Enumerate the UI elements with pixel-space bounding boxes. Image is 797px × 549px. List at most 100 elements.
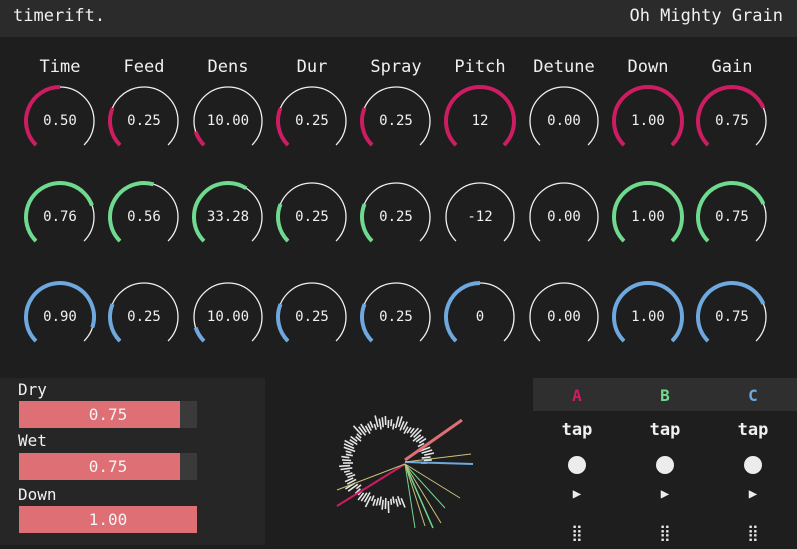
knob-value: 33.28 <box>191 180 265 254</box>
knob-c-gain[interactable]: 0.75 <box>695 280 769 354</box>
param-label-pitch: Pitch <box>438 57 522 77</box>
knob-value: 0.75 <box>695 280 769 354</box>
knob-c-dens[interactable]: 10.00 <box>191 280 265 354</box>
param-label-spray: Spray <box>354 57 438 77</box>
grain-ring-tick <box>344 471 350 472</box>
app-header: timerift. Oh Mighty Grain <box>0 0 797 37</box>
grain-ray <box>405 464 433 528</box>
knob-a-feed[interactable]: 0.25 <box>107 84 181 158</box>
param-label-detune: Detune <box>522 57 606 77</box>
grain-visualizer <box>265 378 533 545</box>
tap-button[interactable]: tap <box>709 420 797 440</box>
grain-ring-tick <box>379 419 381 430</box>
grain-ring-tick <box>382 417 383 427</box>
knob-value: 1.00 <box>611 180 685 254</box>
knob-value: 0.00 <box>527 280 601 354</box>
knob-c-time[interactable]: 0.90 <box>23 280 97 354</box>
knob-c-spray[interactable]: 0.25 <box>359 280 433 354</box>
grain-ring-tick <box>346 473 353 475</box>
tap-button[interactable]: tap <box>533 420 621 440</box>
tap-button[interactable]: tap <box>621 420 709 440</box>
knob-c-feed[interactable]: 0.25 <box>107 280 181 354</box>
knob-value: 0.25 <box>275 180 349 254</box>
grain-ring-tick <box>382 500 383 510</box>
tap-voice-label: C <box>709 386 797 405</box>
record-dot-button[interactable] <box>568 456 586 474</box>
knob-a-spray[interactable]: 0.25 <box>359 84 433 158</box>
drag-handle-icon[interactable]: ⣿ <box>533 523 621 542</box>
slider-value: 0.75 <box>19 401 197 428</box>
grain-ray <box>405 464 441 523</box>
knob-value: 1.00 <box>611 280 685 354</box>
tap-voice-label: A <box>533 386 621 405</box>
grain-ring-tick <box>372 496 374 502</box>
grain-ring-tick <box>342 460 351 461</box>
knob-a-time[interactable]: 0.50 <box>23 84 97 158</box>
grain-ring-tick <box>401 498 405 507</box>
knob-a-down[interactable]: 1.00 <box>611 84 685 158</box>
knob-a-detune[interactable]: 0.00 <box>527 84 601 158</box>
knob-b-dens[interactable]: 33.28 <box>191 180 265 254</box>
grain-ring-tick <box>374 424 376 430</box>
knob-a-pitch[interactable]: 12 <box>443 84 517 158</box>
knob-b-gain[interactable]: 0.75 <box>695 180 769 254</box>
grain-ring-tick <box>393 497 394 504</box>
drag-handle-icon[interactable]: ⣿ <box>621 523 709 542</box>
play-button[interactable]: ▶ <box>621 486 709 502</box>
grain-ring-tick <box>414 430 422 438</box>
knob-value: 0.75 <box>695 84 769 158</box>
grain-ring-tick <box>346 454 353 455</box>
grain-ray <box>405 462 473 464</box>
record-dot-button[interactable] <box>744 456 762 474</box>
knob-value: 0.90 <box>23 280 97 354</box>
param-label-gain: Gain <box>690 57 774 77</box>
knob-a-dens[interactable]: 10.00 <box>191 84 265 158</box>
knob-b-detune[interactable]: 0.00 <box>527 180 601 254</box>
mix-slider-dry[interactable]: 0.75 <box>19 401 197 428</box>
param-label-dens: Dens <box>186 57 270 77</box>
knob-b-dur[interactable]: 0.25 <box>275 180 349 254</box>
grain-ring-tick <box>341 457 349 458</box>
grain-ring-tick <box>341 468 353 470</box>
knob-value: 0.25 <box>359 84 433 158</box>
grain-ring-tick <box>348 475 356 478</box>
grain-ray <box>405 454 471 462</box>
knob-b-spray[interactable]: 0.25 <box>359 180 433 254</box>
param-label-down: Down <box>606 57 690 77</box>
play-button[interactable]: ▶ <box>533 486 621 502</box>
record-dot-button[interactable] <box>656 456 674 474</box>
knob-a-dur[interactable]: 0.25 <box>275 84 349 158</box>
knob-c-dur[interactable]: 0.25 <box>275 280 349 354</box>
knob-value: 0.25 <box>359 180 433 254</box>
grain-ring-tick <box>376 498 378 506</box>
mix-panel: Dry 0.75 Wet 0.75 Down 1.00 <box>0 378 265 545</box>
mix-label-dry: Dry <box>18 380 47 399</box>
knob-value: 10.00 <box>191 280 265 354</box>
mix-slider-down[interactable]: 1.00 <box>19 506 197 533</box>
grain-ring-tick <box>391 499 392 505</box>
play-button[interactable]: ▶ <box>709 486 797 502</box>
knob-c-down[interactable]: 1.00 <box>611 280 685 354</box>
knob-c-detune[interactable]: 0.00 <box>527 280 601 354</box>
mix-label-wet: Wet <box>18 431 47 450</box>
preset-name[interactable]: Oh Mighty Grain <box>629 6 783 26</box>
grain-visualizer-graphic <box>265 378 533 545</box>
knob-a-gain[interactable]: 0.75 <box>695 84 769 158</box>
mix-label-down: Down <box>18 485 57 504</box>
grain-ring-tick <box>339 466 350 467</box>
grain-ring-tick <box>370 421 373 428</box>
grain-ring-tick <box>424 453 434 455</box>
knob-b-down[interactable]: 1.00 <box>611 180 685 254</box>
knob-b-pitch[interactable]: -12 <box>443 180 517 254</box>
slider-value: 1.00 <box>19 506 197 533</box>
knob-value: 0.25 <box>275 84 349 158</box>
knob-b-time[interactable]: 0.76 <box>23 180 97 254</box>
knob-value: 10.00 <box>191 84 265 158</box>
mix-slider-wet[interactable]: 0.75 <box>19 453 197 480</box>
knob-b-feed[interactable]: 0.56 <box>107 180 181 254</box>
knob-value: 0.25 <box>359 280 433 354</box>
knob-c-pitch[interactable]: 0 <box>443 280 517 354</box>
drag-handle-icon[interactable]: ⣿ <box>709 523 797 542</box>
